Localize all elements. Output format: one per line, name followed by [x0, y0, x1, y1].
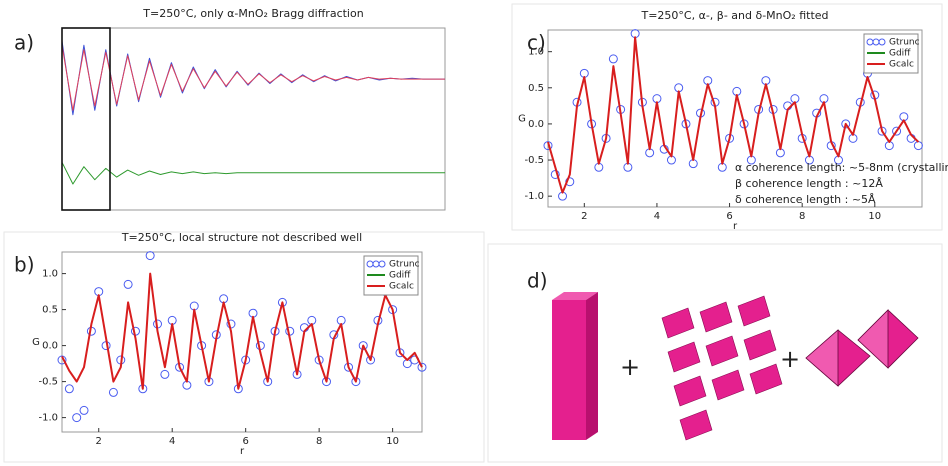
y-tick-label: -0.5 [38, 377, 58, 388]
data-point [417, 362, 427, 372]
chart-title: T=250°C, local structure not described w… [121, 231, 362, 244]
x-axis-label: r [733, 221, 738, 232]
x-tick-label: 10 [868, 211, 881, 222]
plot-area [61, 27, 446, 211]
data-point [72, 413, 82, 423]
block [699, 301, 733, 333]
data-point [79, 405, 89, 415]
x-axis-label: r [240, 446, 245, 457]
series-line [61, 162, 445, 185]
panel-label: c) [527, 31, 546, 55]
plot-area [547, 29, 923, 208]
legend-label: Gcalc [389, 282, 414, 292]
y-tick-label: 0.5 [528, 83, 544, 94]
block [749, 363, 783, 395]
annotation: β coherence length : ~12Å [735, 177, 883, 190]
legend-label: Gtrunc [389, 260, 420, 270]
block [743, 329, 777, 361]
x-tick-label: 4 [654, 211, 660, 222]
annotation: α coherence length: ~5-8nm (crystalline) [735, 161, 948, 174]
data-point [543, 141, 553, 151]
data-point [565, 177, 575, 187]
panel-frame [511, 3, 943, 231]
x-tick-label: 8 [316, 436, 322, 447]
legend-label: Gtrunc [889, 38, 920, 48]
series-line [61, 272, 423, 390]
rod-side [586, 292, 598, 440]
legend-label: Gdiff [389, 271, 411, 281]
alpha-rod [552, 292, 598, 440]
legend-swatch [378, 260, 386, 268]
panel-label: a) [14, 31, 34, 55]
legend-label: Gcalc [889, 60, 914, 70]
y-axis-label: G [518, 114, 526, 125]
octahedron-face [857, 309, 889, 369]
y-axis-label: G [32, 337, 40, 348]
x-tick-label: 4 [169, 436, 175, 447]
y-tick-label: -1.0 [38, 413, 58, 424]
block [679, 409, 713, 441]
plots: T=250°C, only α-MnO₂ Bragg diffraction a)… [14, 7, 948, 457]
data-point [892, 126, 902, 136]
series-line [547, 36, 920, 194]
plus: + [620, 353, 640, 381]
panel-frame [3, 231, 485, 463]
highlight-box [61, 27, 111, 211]
y-tick-label: -0.5 [524, 155, 544, 166]
y-tick-label: 1.0 [528, 47, 544, 58]
series-line [61, 45, 445, 111]
x-tick-label: 6 [726, 211, 732, 222]
x-tick-label: 8 [799, 211, 805, 222]
chart-title: T=250°C, α-, β- and δ-MnO₂ fitted [640, 9, 828, 22]
annotation: δ coherence length : ~5Å [735, 193, 876, 206]
data-point [123, 279, 133, 289]
data-point [108, 387, 118, 397]
beta-blocks [661, 295, 783, 441]
y-tick-label: 0.0 [528, 119, 544, 130]
data-point [57, 355, 67, 365]
legend-label: Gdiff [889, 49, 911, 59]
delta-octahedra [805, 309, 919, 387]
data-point [608, 54, 618, 64]
block [737, 295, 771, 327]
rod [552, 300, 586, 440]
panel-label: b) [14, 253, 35, 277]
x-tick-label: 2 [96, 436, 102, 447]
x-tick-label: 6 [242, 436, 248, 447]
panel-label: d) [527, 269, 548, 293]
x-tick-label: 10 [386, 436, 399, 447]
y-tick-label: -1.0 [524, 191, 544, 202]
block [661, 307, 695, 339]
plus: + [780, 345, 800, 373]
octahedron-face [805, 329, 839, 387]
data-point [160, 369, 170, 379]
rod-top [552, 292, 598, 300]
data-point [64, 384, 74, 394]
legend-swatch [878, 38, 886, 46]
y-tick-label: 0.5 [42, 305, 58, 316]
chart-title: T=250°C, only α-MnO₂ Bragg diffraction [142, 7, 363, 20]
panel-frame [487, 243, 943, 463]
block [705, 335, 739, 367]
y-tick-label: 1.0 [42, 269, 58, 280]
y-tick-label: 0.0 [42, 341, 58, 352]
data-point [145, 251, 155, 261]
block [667, 341, 701, 373]
block [711, 369, 745, 401]
block [673, 375, 707, 407]
x-tick-label: 2 [581, 211, 587, 222]
